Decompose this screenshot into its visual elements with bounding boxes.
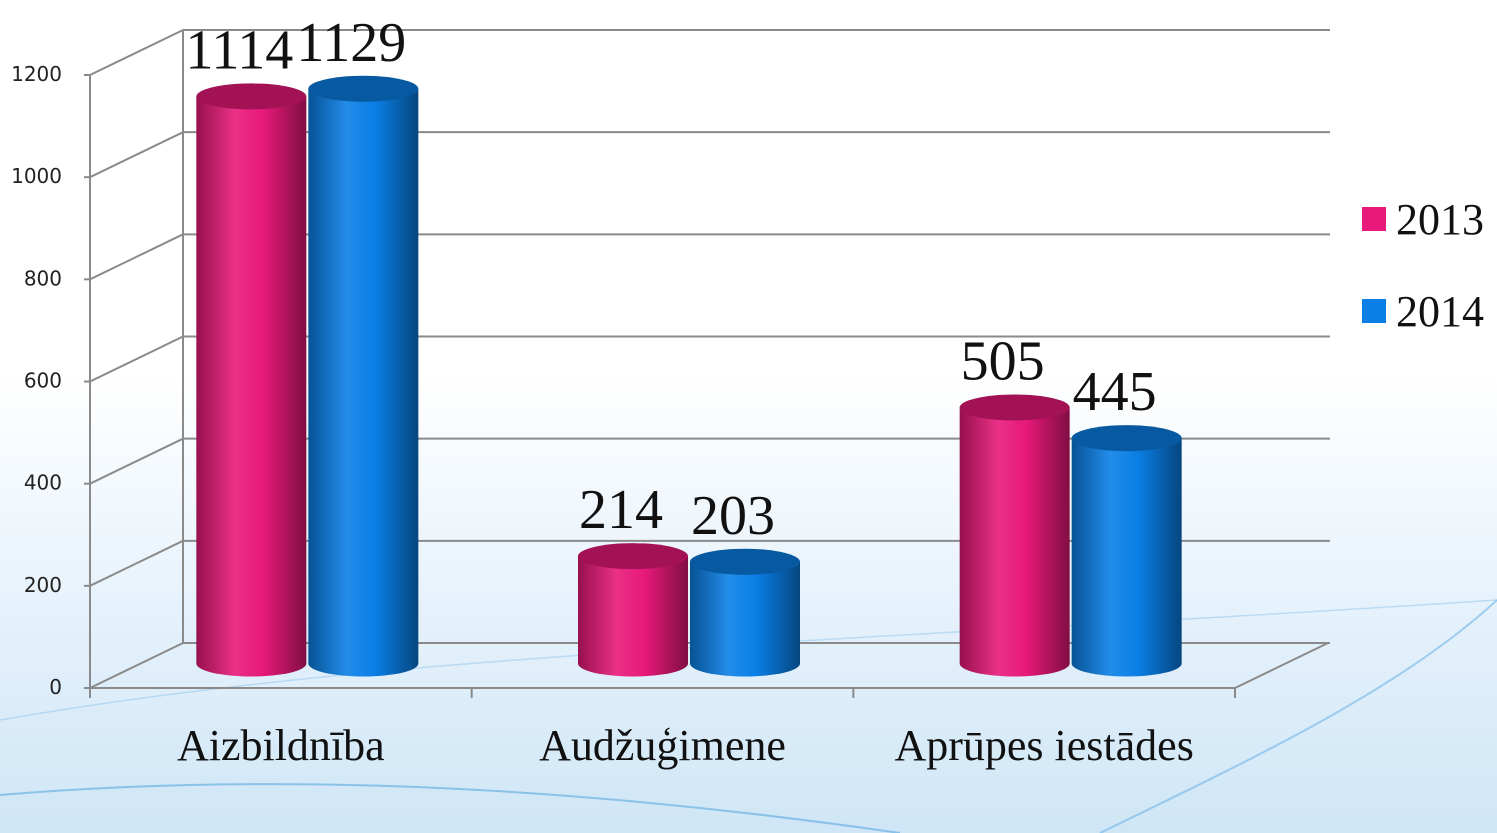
y-tick-label: 1000 [11, 164, 62, 188]
data-label: 214 [579, 479, 663, 541]
bar-body [308, 88, 419, 677]
bar-body [1071, 438, 1182, 677]
bar-body [196, 96, 307, 677]
bar-body [578, 556, 688, 677]
y-tick-label: 400 [24, 471, 62, 495]
bar [1071, 425, 1182, 677]
bar-body [959, 407, 1070, 677]
x-tick-label: Aizbildnība [176, 721, 385, 770]
data-label: 1114 [185, 19, 293, 81]
legend-label: 2014 [1396, 287, 1484, 336]
bar-top [1071, 425, 1182, 452]
bar [308, 75, 419, 677]
data-label: 445 [1073, 361, 1157, 423]
legend-swatch [1362, 207, 1386, 231]
bar-top [308, 75, 419, 102]
y-tick-label: 200 [24, 573, 62, 597]
grid-line [89, 539, 184, 587]
bar-top [196, 83, 307, 110]
grid-line [89, 131, 184, 179]
x-tick-label: Audžuģimene [539, 721, 786, 770]
legend-swatch [1362, 299, 1386, 323]
y-tick-label: 600 [24, 369, 62, 393]
data-label: 203 [691, 485, 775, 547]
bar-top [578, 543, 688, 570]
axis-line [1234, 642, 1329, 689]
bar-top [690, 548, 800, 575]
bar-body [690, 561, 800, 677]
x-tick-label: Aprūpes iestādes [894, 721, 1194, 770]
grid-line [89, 642, 184, 689]
grid-line [89, 335, 184, 383]
data-label: 1129 [296, 12, 406, 74]
swoosh [1099, 599, 1497, 833]
y-tick-label: 0 [49, 675, 62, 699]
y-tick-label: 1200 [11, 62, 62, 86]
y-tick-label: 800 [24, 266, 62, 290]
swoosh [0, 783, 901, 833]
bar [196, 83, 307, 677]
legend-label: 2013 [1396, 195, 1484, 244]
grid-line [89, 29, 184, 76]
data-label: 505 [961, 331, 1045, 393]
bar-top [959, 394, 1070, 421]
grid-line [89, 233, 184, 281]
bar [690, 548, 800, 677]
bar [959, 394, 1070, 677]
grid-line [89, 437, 184, 485]
bar [578, 543, 688, 677]
